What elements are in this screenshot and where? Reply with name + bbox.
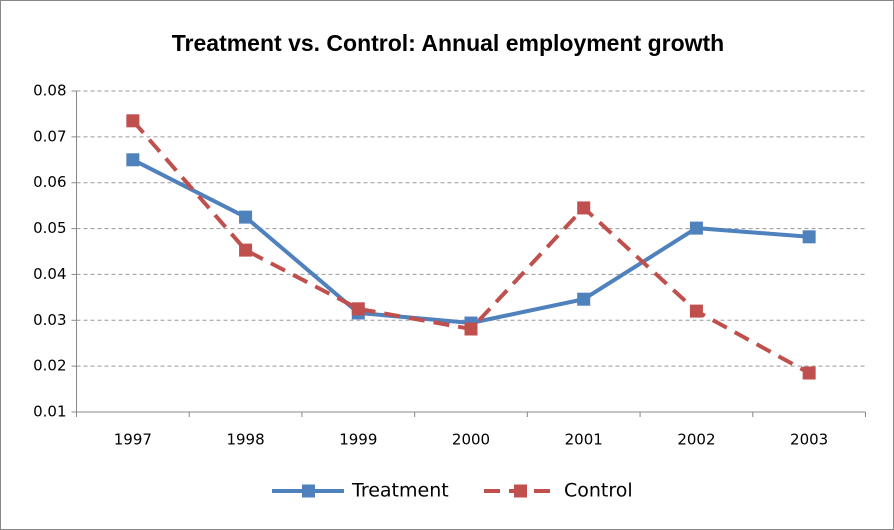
y-tick-label: 0.01 xyxy=(33,403,66,421)
series-marker xyxy=(689,221,703,235)
y-tick-label: 0.02 xyxy=(33,357,66,375)
series-marker xyxy=(239,210,253,224)
y-tick-label: 0.08 xyxy=(33,82,66,100)
legend-label: Treatment xyxy=(351,480,449,502)
y-tick-label: 0.03 xyxy=(33,311,66,329)
series-marker xyxy=(802,366,816,380)
series-marker xyxy=(351,302,365,316)
chart-title: Treatment vs. Control: Annual employment… xyxy=(172,30,724,56)
series-marker xyxy=(802,230,816,244)
series-marker xyxy=(464,322,478,336)
y-tick-label: 0.05 xyxy=(33,219,66,237)
y-tick-label: 0.04 xyxy=(33,265,66,283)
x-tick-label: 1999 xyxy=(339,431,377,449)
series-marker xyxy=(577,201,591,215)
x-tick-label: 1998 xyxy=(226,431,264,449)
x-tick-label: 1997 xyxy=(114,431,152,449)
series-marker xyxy=(126,153,140,167)
x-tick-label: 2002 xyxy=(677,431,715,449)
x-tick-label: 2000 xyxy=(452,431,490,449)
series-marker xyxy=(126,114,140,128)
series-marker xyxy=(689,304,703,318)
y-tick-label: 0.06 xyxy=(33,173,66,191)
x-tick-label: 2003 xyxy=(790,431,828,449)
y-tick-label: 0.07 xyxy=(33,127,66,145)
x-tick-label: 2001 xyxy=(565,431,603,449)
series-marker xyxy=(239,243,253,257)
legend-marker xyxy=(514,484,527,498)
legend-label: Control xyxy=(564,480,633,502)
series-marker xyxy=(577,292,591,306)
legend-marker xyxy=(302,484,315,498)
